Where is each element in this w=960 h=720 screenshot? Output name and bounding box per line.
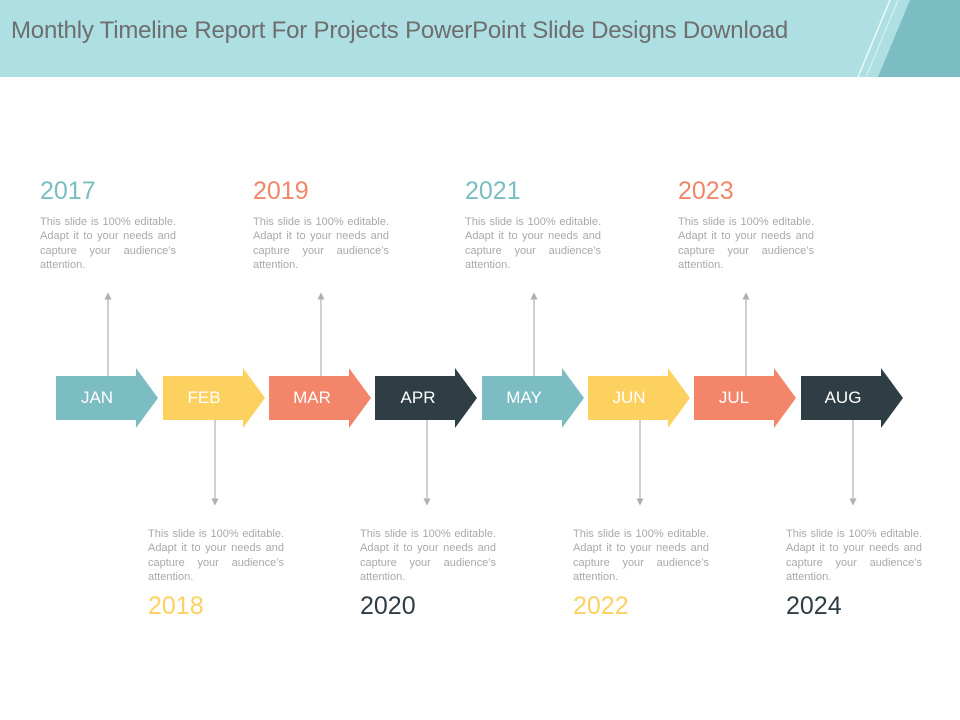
milestone-description: This slide is 100% editable. Adapt it to… — [148, 528, 284, 583]
milestone-description: This slide is 100% editable. Adapt it to… — [40, 216, 176, 271]
milestone-2020: This slide is 100% editable. Adapt it to… — [360, 527, 496, 620]
month-arrow-feb — [163, 368, 265, 428]
milestone-2022: This slide is 100% editable. Adapt it to… — [573, 527, 709, 620]
month-label-feb: FEB — [187, 388, 221, 407]
month-arrow-mar — [269, 368, 371, 428]
header-banner: Monthly Timeline Report For Projects Pow… — [0, 0, 960, 77]
month-label-jun: JUN — [612, 388, 646, 407]
month-label-mar: MAR — [293, 388, 331, 407]
month-label-jan: JAN — [80, 388, 114, 407]
milestone-description: This slide is 100% editable. Adapt it to… — [465, 216, 601, 271]
milestone-year: 2022 — [573, 592, 629, 621]
month-arrow-apr — [375, 368, 477, 428]
milestone-description: This slide is 100% editable. Adapt it to… — [360, 528, 496, 583]
milestone-year: 2018 — [148, 592, 204, 621]
milestone-description: This slide is 100% editable. Adapt it to… — [253, 216, 389, 271]
header-decoration — [857, 0, 960, 77]
milestone-2023: 2023 This slide is 100% editable. Adapt … — [678, 177, 814, 272]
milestone-description: This slide is 100% editable. Adapt it to… — [786, 528, 922, 583]
milestone-year: 2019 — [253, 177, 309, 205]
milestone-year: 2024 — [786, 592, 842, 621]
month-arrow-aug — [801, 368, 903, 428]
month-label-jul: JUL — [718, 388, 750, 407]
page-title: Monthly Timeline Report For Projects Pow… — [11, 17, 789, 44]
milestone-2017: 2017 This slide is 100% editable. Adapt … — [40, 177, 176, 272]
milestone-year: 2021 — [465, 177, 521, 205]
month-arrow-jan — [56, 368, 158, 428]
month-arrow-may — [482, 368, 584, 428]
milestone-2024: This slide is 100% editable. Adapt it to… — [786, 527, 922, 620]
milestone-2021: 2021 This slide is 100% editable. Adapt … — [465, 177, 601, 272]
milestone-year: 2017 — [40, 177, 96, 205]
milestone-2019: 2019 This slide is 100% editable. Adapt … — [253, 177, 389, 272]
month-label-may: MAY — [506, 388, 542, 407]
milestone-description: This slide is 100% editable. Adapt it to… — [573, 528, 709, 583]
milestone-year: 2023 — [678, 177, 734, 205]
month-arrow-jun — [588, 368, 690, 428]
month-arrow-jul — [694, 368, 796, 428]
month-label-apr: APR — [400, 388, 436, 407]
milestone-year: 2020 — [360, 592, 416, 621]
milestone-2018: This slide is 100% editable. Adapt it to… — [148, 527, 284, 620]
month-label-aug: AUG — [824, 388, 862, 407]
milestone-description: This slide is 100% editable. Adapt it to… — [678, 216, 814, 271]
